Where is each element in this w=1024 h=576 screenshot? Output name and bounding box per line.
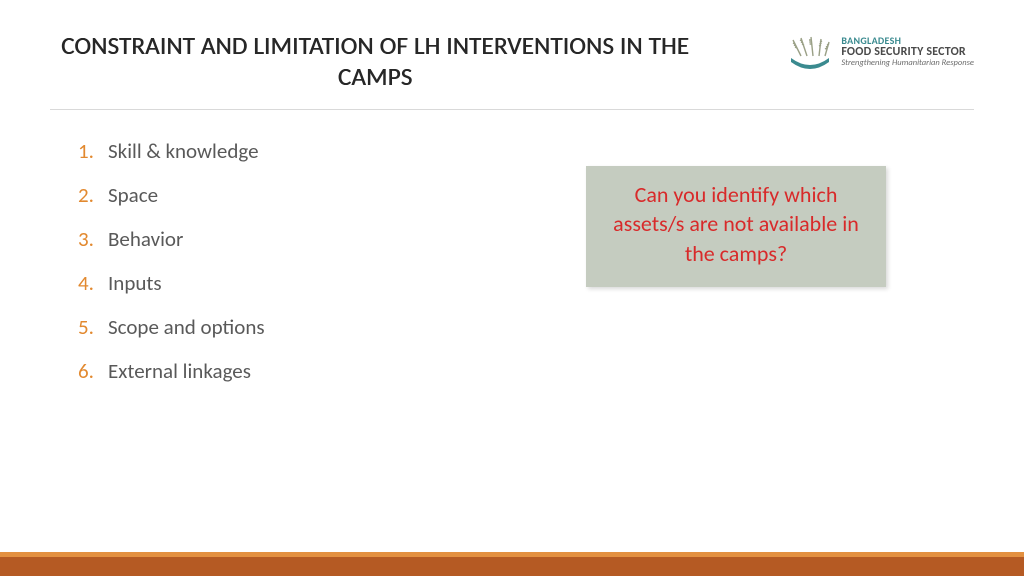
list-text: Behavior (108, 226, 183, 252)
logo-block: BANGLADESH FOOD SECURITY SECTOR Strength… (787, 32, 974, 72)
header: CONSTRAINT AND LIMITATION OF LH INTERVEN… (0, 0, 1024, 103)
bowl-wheat-icon (787, 32, 833, 72)
footer-bar (0, 552, 1024, 576)
page-title: CONSTRAINT AND LIMITATION OF LH INTERVEN… (50, 30, 700, 93)
list-number: 5. (78, 314, 108, 340)
content: 1. Skill & knowledge 2. Space 3. Behavio… (0, 110, 1024, 402)
list-text: Skill & knowledge (108, 138, 259, 164)
list-number: 1. (78, 138, 108, 164)
list-text: Space (108, 182, 158, 208)
logo-text: BANGLADESH FOOD SECURITY SECTOR Strength… (841, 35, 974, 69)
list-number: 6. (78, 358, 108, 384)
numbered-list: 1. Skill & knowledge 2. Space 3. Behavio… (78, 138, 458, 402)
list-item: 2. Space (78, 182, 458, 208)
list-text: Inputs (108, 270, 162, 296)
list-item: 3. Behavior (78, 226, 458, 252)
list-number: 4. (78, 270, 108, 296)
list-item: 5. Scope and options (78, 314, 458, 340)
list-item: 1. Skill & knowledge (78, 138, 458, 164)
list-number: 3. (78, 226, 108, 252)
list-item: 4. Inputs (78, 270, 458, 296)
footer-bottom-stripe (0, 557, 1024, 576)
list-text: Scope and options (108, 314, 265, 340)
list-text: External linkages (108, 358, 251, 384)
callout-box: Can you identify which assets/s are not … (586, 166, 886, 287)
logo-line3: Strengthening Humanitarian Response (841, 59, 974, 68)
callout-wrap: Can you identify which assets/s are not … (498, 138, 974, 402)
list-item: 6. External linkages (78, 358, 458, 384)
list-number: 2. (78, 182, 108, 208)
